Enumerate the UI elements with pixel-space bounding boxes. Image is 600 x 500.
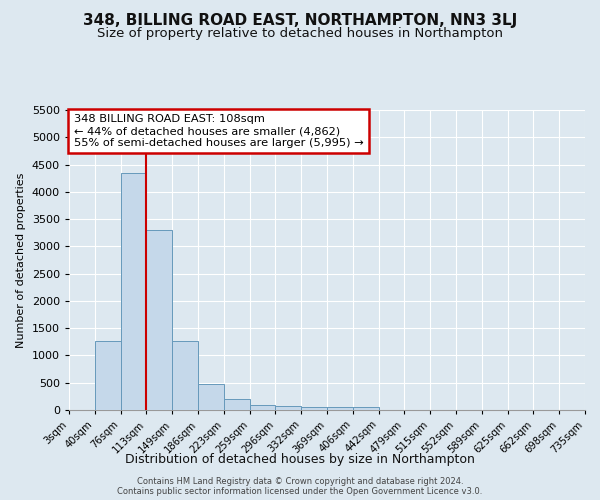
Bar [327, 407, 353, 410]
Text: 348 BILLING ROAD EAST: 108sqm
← 44% of detached houses are smaller (4,862)
55% o: 348 BILLING ROAD EAST: 108sqm ← 44% of d… [74, 114, 364, 148]
Text: Contains HM Land Registry data © Crown copyright and database right 2024.: Contains HM Land Registry data © Crown c… [137, 476, 463, 486]
Bar [224, 398, 250, 410]
Bar [121, 172, 146, 410]
Bar [146, 230, 172, 410]
Text: 348, BILLING ROAD EAST, NORTHAMPTON, NN3 3LJ: 348, BILLING ROAD EAST, NORTHAMPTON, NN3… [83, 12, 517, 28]
Text: Distribution of detached houses by size in Northampton: Distribution of detached houses by size … [125, 452, 475, 466]
Bar [95, 340, 121, 410]
Bar [301, 407, 327, 410]
Y-axis label: Number of detached properties: Number of detached properties [16, 172, 26, 348]
Bar [275, 406, 301, 410]
Bar [353, 407, 379, 410]
Bar [250, 404, 275, 410]
Bar [172, 340, 198, 410]
Text: Size of property relative to detached houses in Northampton: Size of property relative to detached ho… [97, 28, 503, 40]
Bar [198, 384, 224, 410]
Text: Contains public sector information licensed under the Open Government Licence v3: Contains public sector information licen… [118, 486, 482, 496]
